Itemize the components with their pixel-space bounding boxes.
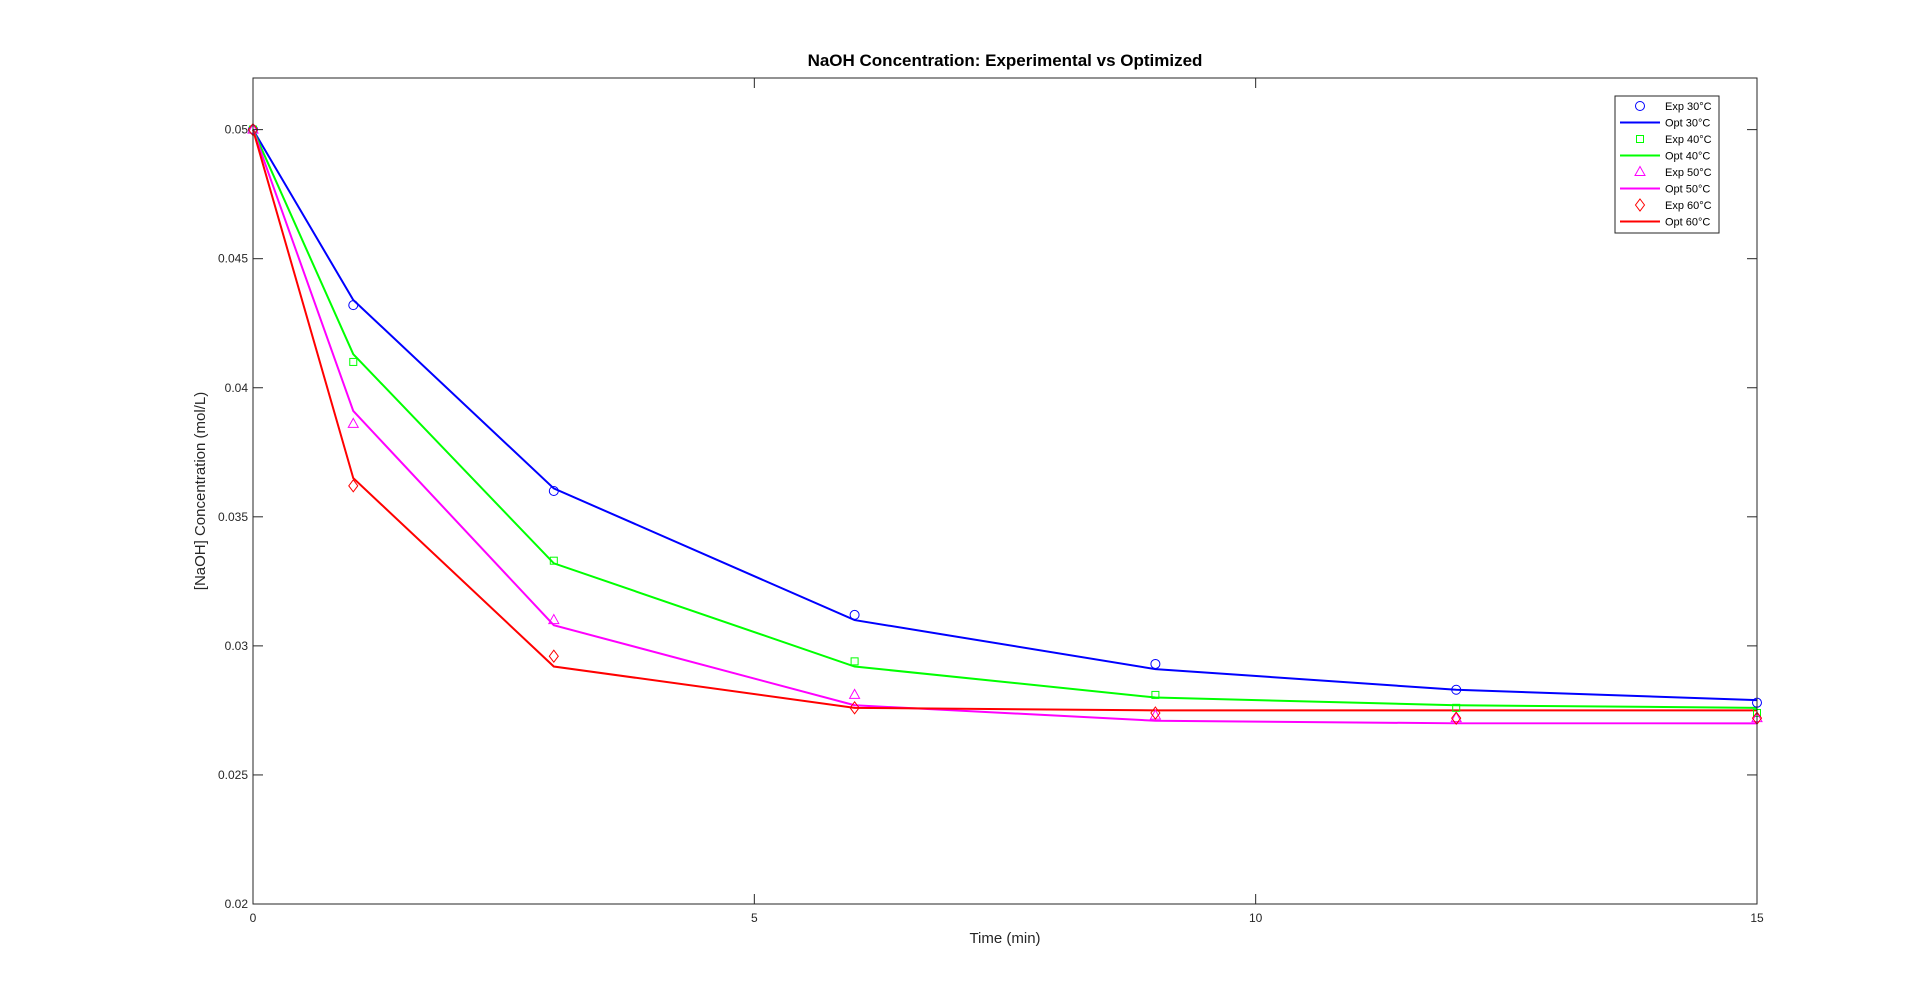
- data-point: [548, 486, 559, 496]
- data-point: [849, 700, 860, 715]
- legend-label: Exp 30°C: [1665, 101, 1712, 113]
- data-point: [1151, 690, 1160, 699]
- y-axis-label: [NaOH] Concentration (mol/L): [192, 392, 209, 590]
- data-point: [1451, 684, 1462, 695]
- y-tick-label: 0.05: [225, 123, 249, 137]
- legend: Exp 30°C Opt 30°C Exp 40°C Opt 40°C Exp 50°C…: [1614, 95, 1720, 234]
- x-axis-label: Time (min): [969, 930, 1040, 947]
- series-line: [252, 129, 1757, 712]
- ticks-layer: 0 5 10 15 0.02 0.025 0.03 0.035 0.04 0.045 0.05: [218, 78, 1764, 925]
- y-tick-label: 0.03: [225, 639, 249, 653]
- x-tick-label: 15: [1750, 911, 1764, 925]
- series-line: [252, 129, 1757, 725]
- x-tick-label: 10: [1249, 911, 1263, 925]
- legend-label: Exp 40°C: [1665, 134, 1712, 146]
- data-point: [547, 613, 560, 625]
- y-tick-label: 0.02: [225, 897, 249, 911]
- data-point: [1150, 658, 1161, 669]
- legend-swatch: [1635, 101, 1645, 111]
- legend-swatch: [1636, 135, 1644, 143]
- data-point: [848, 688, 861, 699]
- legend-label: Exp 60°C: [1665, 200, 1712, 212]
- legend-label: Opt 50°C: [1665, 184, 1710, 196]
- data-point: [549, 556, 558, 565]
- series-line: [252, 129, 1758, 709]
- data-point: [1450, 711, 1463, 723]
- legend-label: Exp 50°C: [1665, 167, 1712, 179]
- data-point: [1150, 706, 1161, 720]
- y-tick-label: 0.025: [218, 768, 248, 782]
- data-point: [548, 649, 559, 664]
- data-point: [849, 609, 860, 620]
- legend-swatch: [1634, 198, 1646, 212]
- plot-frame: [252, 77, 1758, 905]
- legend-label: Opt 30°C: [1665, 118, 1710, 130]
- plot-area: [253, 78, 1757, 904]
- data-point: [1451, 711, 1462, 725]
- legend-box: [1614, 95, 1720, 234]
- chart-title: NaOH Concentration: Experimental vs Opti…: [808, 51, 1203, 70]
- y-tick-label: 0.035: [218, 510, 248, 524]
- data-point: [348, 479, 359, 493]
- series-layer: [247, 122, 1763, 725]
- data-point: [347, 417, 360, 428]
- data-point: [850, 657, 859, 666]
- y-tick-label: 0.04: [225, 381, 249, 395]
- data-point: [349, 357, 358, 366]
- data-point: [348, 300, 359, 311]
- x-tick-label: 5: [751, 911, 758, 925]
- legend-label: Opt 40°C: [1665, 151, 1710, 163]
- y-tick-label: 0.045: [218, 252, 248, 266]
- legend-label: Opt 60°C: [1665, 217, 1710, 229]
- x-tick-label: 0: [250, 911, 257, 925]
- series-line: [252, 129, 1758, 702]
- legend-swatch: [1634, 165, 1646, 176]
